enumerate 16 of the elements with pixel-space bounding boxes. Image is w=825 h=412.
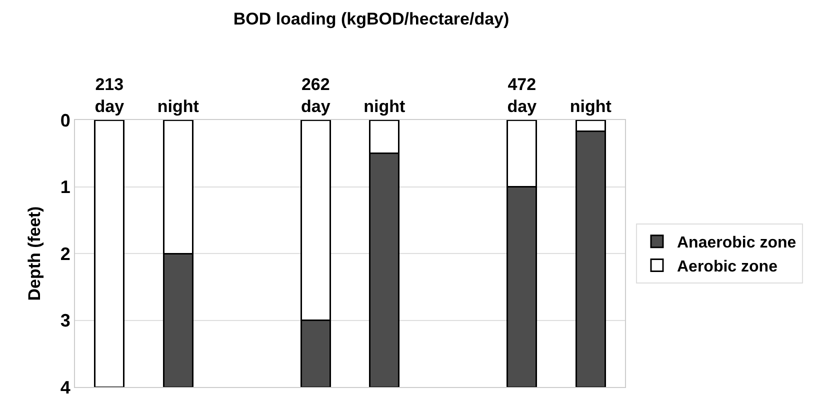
x-tick-label: 213 day [94,75,125,116]
x-tick-label: 262 day [300,75,331,116]
x-tick-label: night [570,97,612,116]
y-axis-title: Depth (feet) [24,206,44,301]
x-tick-label: night [364,97,406,116]
legend-label: Anaerobic zone [677,234,796,252]
y-tick-label: 4 [60,377,70,398]
bar [94,120,125,387]
y-tick-label: 1 [60,177,70,198]
x-tick-label: night [157,97,200,116]
y-tick-label: 0 [60,110,70,130]
legend-label: Aerobic zone [677,258,778,276]
chart-title: BOD loading (kgBOD/hectare/day) [233,9,510,28]
y-tick-label: 2 [60,244,70,264]
y-tick-label: 3 [60,310,70,331]
x-tick-label: 472 day [507,75,538,116]
